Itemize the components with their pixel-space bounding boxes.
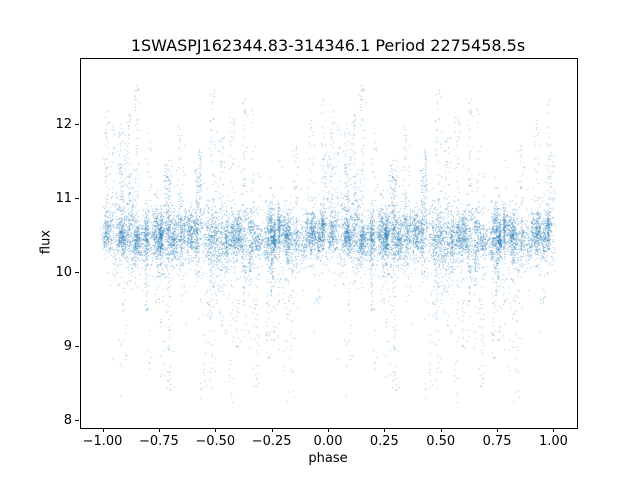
plot-area [80,58,578,429]
x-tick-label: 1.00 [538,434,568,449]
x-tick-mark [384,428,386,432]
x-tick-label: 0.00 [313,434,343,449]
y-tick-label: 8 [63,412,72,428]
y-tick-label: 12 [55,117,72,133]
x-tick-mark [328,428,329,432]
y-tick-mark [75,124,79,126]
x-tick-mark [215,428,217,432]
x-tick-mark [497,428,499,432]
scatter-points-canvas [81,59,577,428]
x-tick-label: −1.00 [82,434,123,449]
y-tick-label: 11 [55,191,72,207]
x-axis-label: phase [308,451,348,466]
y-tick-label: 10 [55,265,72,281]
x-tick-label: −0.25 [251,434,292,449]
y-axis-label: flux [38,229,54,255]
x-tick-mark [440,428,442,432]
x-tick-mark [102,428,104,432]
x-tick-label: −0.75 [138,434,179,449]
y-tick-mark [75,345,79,347]
y-tick-mark [75,198,79,200]
x-tick-label: 0.75 [482,434,512,449]
chart-title: 1SWASPJ162344.83-314346.1 Period 2275458… [130,36,526,55]
y-tick-label: 9 [63,338,72,354]
x-tick-mark [553,428,555,432]
y-tick-mark [75,419,79,421]
x-tick-mark [271,428,273,432]
x-tick-mark [158,428,160,432]
x-tick-label: 0.50 [426,434,456,449]
y-tick-mark [75,272,79,274]
x-tick-label: 0.25 [369,434,399,449]
x-tick-label: −0.50 [195,434,236,449]
